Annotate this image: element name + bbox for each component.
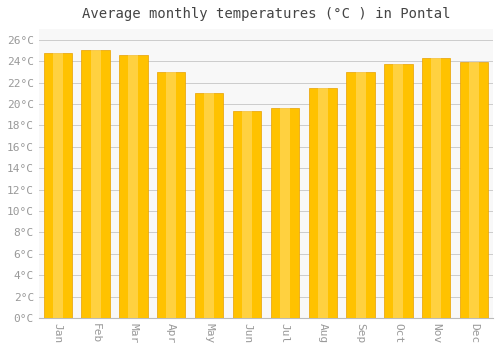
Bar bbox=[460, 62, 488, 318]
Bar bbox=[204, 93, 214, 318]
Bar bbox=[53, 52, 62, 318]
Bar bbox=[422, 58, 450, 318]
Bar bbox=[90, 50, 101, 318]
Bar bbox=[346, 72, 375, 318]
Bar bbox=[157, 72, 186, 318]
Bar bbox=[356, 72, 366, 318]
Bar bbox=[280, 108, 290, 318]
Bar bbox=[128, 55, 138, 318]
Bar bbox=[233, 111, 261, 318]
Bar bbox=[119, 55, 148, 318]
Bar bbox=[242, 111, 252, 318]
Bar bbox=[384, 64, 412, 318]
Bar bbox=[318, 88, 328, 318]
Title: Average monthly temperatures (°C ) in Pontal: Average monthly temperatures (°C ) in Po… bbox=[82, 7, 450, 21]
Bar bbox=[195, 93, 224, 318]
Bar bbox=[270, 108, 299, 318]
Bar bbox=[469, 62, 479, 318]
Bar bbox=[432, 58, 441, 318]
Bar bbox=[166, 72, 176, 318]
Bar bbox=[82, 50, 110, 318]
Bar bbox=[394, 64, 404, 318]
Bar bbox=[44, 52, 72, 318]
Bar bbox=[308, 88, 337, 318]
